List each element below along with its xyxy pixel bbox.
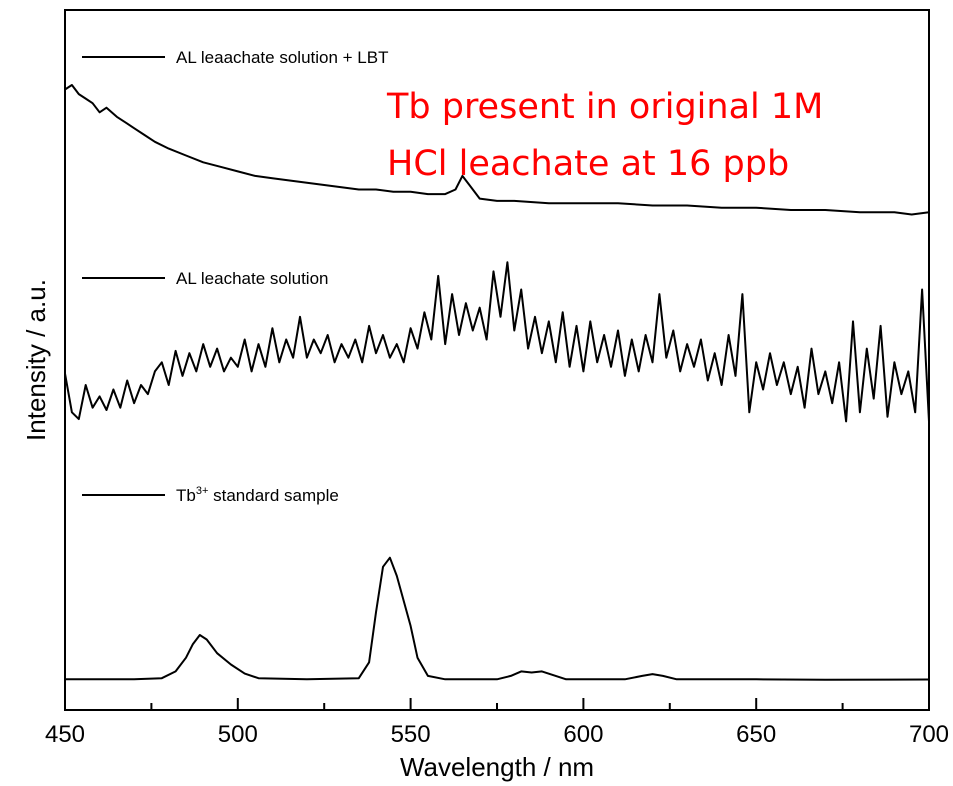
series-line-3 [65, 556, 930, 681]
legend: AL leaachate solution + LBT AL leachate … [82, 48, 388, 505]
x-tick-label: 500 [218, 721, 258, 748]
legend-label-series-3-sup: 3+ [196, 485, 209, 497]
x-axis-title: Wavelength / nm [400, 752, 594, 782]
legend-label-series-1: AL leaachate solution + LBT [176, 48, 388, 67]
series-line-1 [64, 84, 930, 216]
y-axis-title: Intensity / a.u. [21, 279, 51, 441]
legend-label-series-3-rest: standard sample [208, 486, 338, 505]
series-lines [64, 84, 930, 681]
x-tick-label: 600 [563, 721, 603, 748]
legend-label-series-2: AL leachate solution [176, 269, 328, 288]
x-tick-label: 650 [736, 721, 776, 748]
annotation-line-1: Tb present in original 1M [386, 87, 823, 127]
annotation-line-2: HCl leachate at 16 ppb [387, 144, 789, 184]
x-axis-ticks [64, 698, 930, 710]
legend-label-series-3: Tb3+ standard sample [176, 485, 339, 505]
x-tick-label: 700 [909, 721, 949, 748]
legend-label-series-3-base: Tb [176, 486, 196, 505]
annotation-text: Tb present in original 1M HCl leachate a… [386, 87, 834, 184]
series-line-2 [64, 261, 930, 423]
x-tick-label: 450 [45, 721, 85, 748]
x-axis-tick-labels: 450 500 550 600 650 700 [45, 721, 949, 748]
x-tick-label: 550 [391, 721, 431, 748]
